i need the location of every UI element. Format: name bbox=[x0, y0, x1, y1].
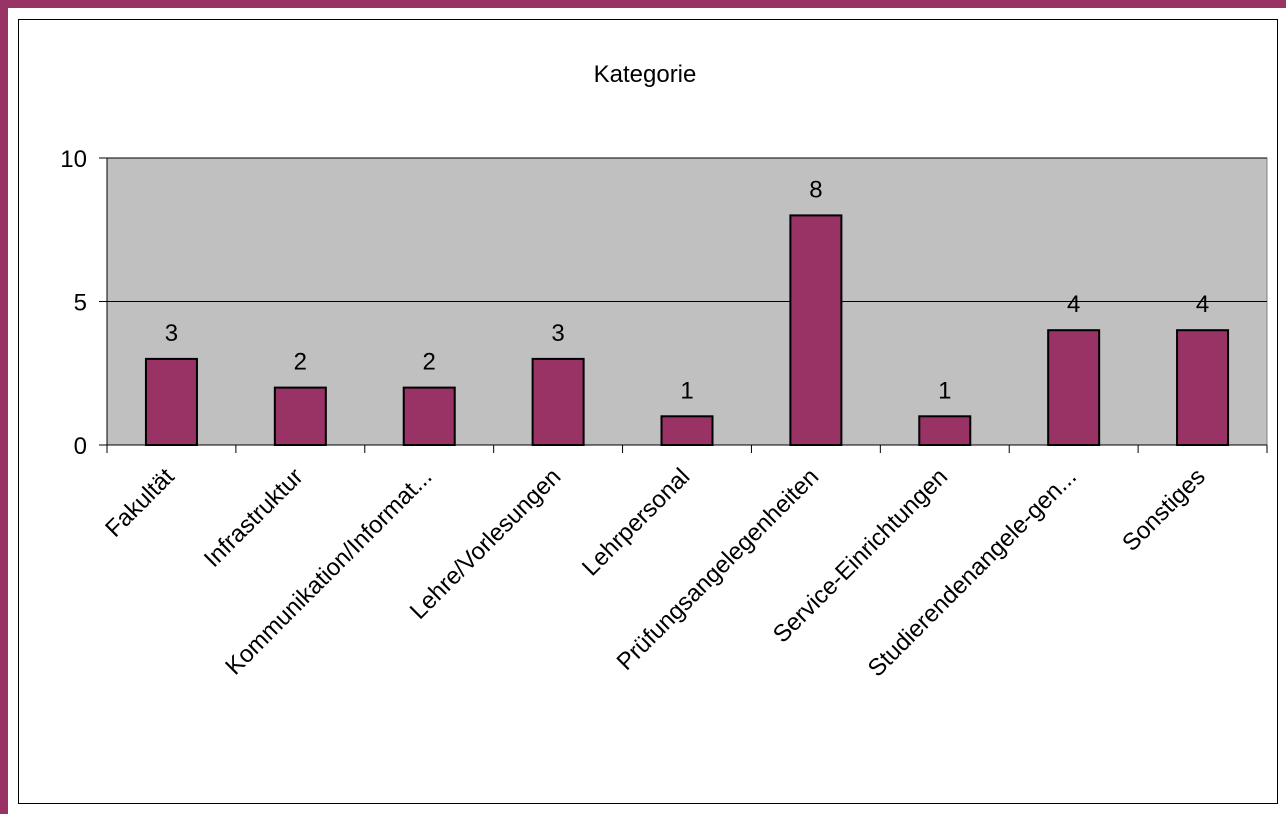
bar bbox=[918, 415, 972, 446]
y-tick-label: 10 bbox=[60, 146, 87, 173]
data-label: 4 bbox=[1067, 291, 1080, 318]
bar bbox=[660, 415, 714, 446]
data-label: 1 bbox=[938, 377, 951, 404]
bar bbox=[1176, 329, 1230, 447]
bar bbox=[531, 357, 585, 446]
data-label: 1 bbox=[680, 377, 693, 404]
data-label: 8 bbox=[809, 176, 822, 203]
x-tick-label: Sonstiges bbox=[1117, 463, 1211, 557]
y-tick-label: 0 bbox=[74, 433, 87, 460]
x-tick-label: Infrastruktur bbox=[199, 463, 309, 573]
data-label: 2 bbox=[423, 349, 436, 376]
bar bbox=[144, 357, 198, 446]
data-label: 3 bbox=[551, 320, 564, 347]
x-tick-label: Fakultät bbox=[100, 463, 180, 543]
x-tick-label: Kommunikation/Informat... bbox=[220, 463, 437, 680]
chart-title: Kategorie bbox=[594, 61, 697, 88]
x-tick-label: Studierendenangele-gen... bbox=[863, 463, 1082, 682]
bar bbox=[1047, 329, 1101, 447]
data-label: 4 bbox=[1196, 291, 1209, 318]
bar bbox=[789, 214, 843, 446]
top-accent-border bbox=[0, 0, 1286, 8]
y-tick-label: 5 bbox=[74, 290, 87, 317]
left-accent-border bbox=[0, 0, 8, 814]
x-tick-label: Lehrpersonal bbox=[577, 463, 695, 581]
bar bbox=[402, 386, 456, 447]
data-label: 3 bbox=[165, 320, 178, 347]
plot-area: 0 5 10 3 Fakultät 2 Infrastruktur 2 Kommunikatio… bbox=[60, 146, 1268, 682]
data-label: 2 bbox=[294, 349, 307, 376]
bar bbox=[273, 386, 327, 447]
